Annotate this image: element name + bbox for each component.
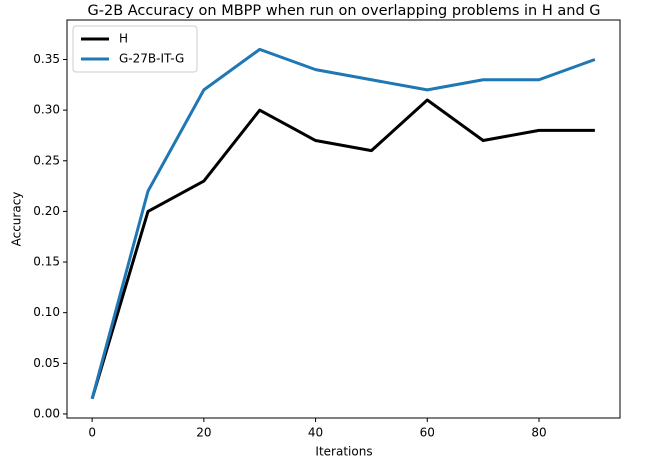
x-tick-label: 80 (531, 426, 546, 440)
series-line (90, 47, 596, 400)
x-tick-label: 40 (308, 426, 323, 440)
x-axis-label: Iterations (315, 445, 372, 459)
y-tick-label: 0.30 (33, 103, 60, 117)
y-tick-label: 0.10 (33, 305, 60, 319)
series-line (90, 98, 595, 400)
legend-label: G-27B-IT-G (119, 52, 184, 66)
chart-title: G-2B Accuracy on MBPP when run on overla… (88, 3, 601, 19)
y-tick-label: 0.15 (33, 255, 60, 269)
plot-frame (66, 19, 621, 419)
legend: H G-27B-IT-G (72, 25, 198, 73)
x-tick-label: 0 (88, 426, 96, 440)
y-tick-label: 0.05 (33, 356, 60, 370)
y-tick-label: 0.35 (33, 52, 60, 66)
legend-label: H (119, 32, 128, 46)
x-tick-label: 60 (420, 426, 435, 440)
y-axis-label: Accuracy (10, 192, 24, 247)
x-tick-label: 20 (196, 426, 211, 440)
y-tick-label: 0.00 (33, 406, 60, 420)
y-tick-label: 0.20 (33, 204, 60, 218)
y-tick-label: 0.25 (33, 153, 60, 167)
